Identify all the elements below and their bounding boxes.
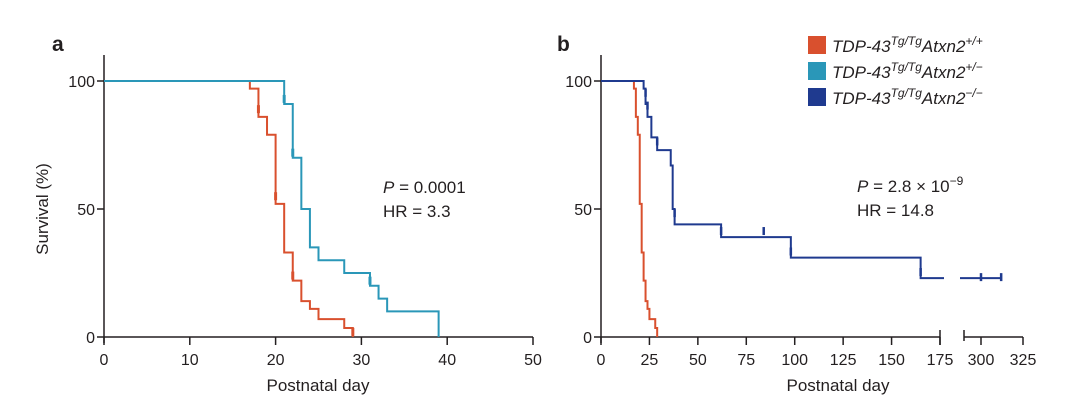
panel-b-curves xyxy=(601,80,1003,337)
legend-label-wt: TDP-43Tg/TgAtxn2+/+ xyxy=(832,34,983,56)
survival-curve-het xyxy=(104,80,440,337)
panel-b-x-tick-label: 50 xyxy=(689,352,707,369)
panel-a-p-value: P = 0.0001 xyxy=(383,178,466,197)
legend-gene: Atxn2 xyxy=(921,89,966,108)
panel-a-x-tick-label: 10 xyxy=(181,352,199,369)
panel-a-x-tick-label: 0 xyxy=(100,352,109,369)
panel-a: a Survival (%) Postnatal day 0 50 100 0 10 20… xyxy=(33,33,542,395)
panel-a-y-tick-label: 50 xyxy=(77,202,95,219)
survival-curve-wt xyxy=(601,80,659,337)
panel-b-x-tick-label: 75 xyxy=(737,352,755,369)
legend-swatch-wt xyxy=(808,36,826,54)
legend-label-het: TDP-43Tg/TgAtxn2+/− xyxy=(832,60,983,82)
legend-superscript-2: +/− xyxy=(965,60,982,74)
panel-b-y-tick-label: 0 xyxy=(583,330,592,347)
panel-a-x-tick-label: 30 xyxy=(353,352,371,369)
panel-b-y-tick-label: 100 xyxy=(565,74,592,91)
panel-b-x-axis-title: Postnatal day xyxy=(786,376,890,395)
panel-b-x-tick-label: 150 xyxy=(878,352,905,369)
panel-a-x-tick-label: 20 xyxy=(267,352,285,369)
legend: TDP-43Tg/TgAtxn2+/+TDP-43Tg/TgAtxn2+/−TD… xyxy=(808,34,983,108)
panel-a-x-tick-label: 40 xyxy=(438,352,456,369)
panel-a-y-tick-label: 100 xyxy=(68,74,95,91)
panel-a-hazard-ratio: HR = 3.3 xyxy=(383,202,451,221)
legend-superscript-2: −/− xyxy=(965,86,982,100)
legend-swatch-ko xyxy=(808,88,826,106)
panel-a-y-axis-title: Survival (%) xyxy=(33,163,52,255)
panel-a-x-axis-title: Postnatal day xyxy=(266,376,370,395)
legend-superscript-1: Tg/Tg xyxy=(891,34,923,48)
legend-swatch-het xyxy=(808,62,826,80)
panel-a-x-tick-label: 50 xyxy=(524,352,542,369)
legend-superscript-2: +/+ xyxy=(965,34,982,48)
legend-base: TDP-43 xyxy=(832,89,891,108)
panel-a-y-tick-label: 0 xyxy=(86,330,95,347)
legend-base: TDP-43 xyxy=(832,63,891,82)
panel-b-y-tick-label: 50 xyxy=(574,202,592,219)
panel-b-x-tick-label: 0 xyxy=(597,352,606,369)
legend-gene: Atxn2 xyxy=(921,63,966,82)
panel-b-axes: 0 50 100 0 25 50 75 100 125 150 175 300 325 xyxy=(565,55,1036,369)
panel-b: b Postnatal day 0 50 100 0 25 50 75 100 125 150 17… xyxy=(557,33,1036,395)
panel-a-letter: a xyxy=(52,33,64,56)
panel-a-curves xyxy=(104,80,440,337)
legend-superscript-1: Tg/Tg xyxy=(891,86,923,100)
panel-a-axes: 0 50 100 0 10 20 30 40 50 xyxy=(68,55,542,369)
survival-curve-ko xyxy=(601,80,944,280)
survival-curve-wt xyxy=(104,80,354,337)
legend-label-ko: TDP-43Tg/TgAtxn2−/− xyxy=(832,86,983,108)
panel-b-p-value: P = 2.8 × 10−9 xyxy=(857,174,964,196)
panel-b-x-tick-label: 175 xyxy=(927,352,954,369)
panel-b-x-tick-label: 25 xyxy=(641,352,659,369)
panel-b-x-tick-label: 300 xyxy=(968,352,995,369)
legend-base: TDP-43 xyxy=(832,37,891,56)
legend-superscript-1: Tg/Tg xyxy=(891,60,923,74)
panel-b-x-tick-label: 100 xyxy=(781,352,808,369)
panel-b-x-tick-label: 325 xyxy=(1010,352,1037,369)
panel-b-letter: b xyxy=(557,33,570,56)
panel-b-x-tick-label: 125 xyxy=(830,352,857,369)
legend-gene: Atxn2 xyxy=(921,37,966,56)
panel-b-hazard-ratio: HR = 14.8 xyxy=(857,201,934,220)
